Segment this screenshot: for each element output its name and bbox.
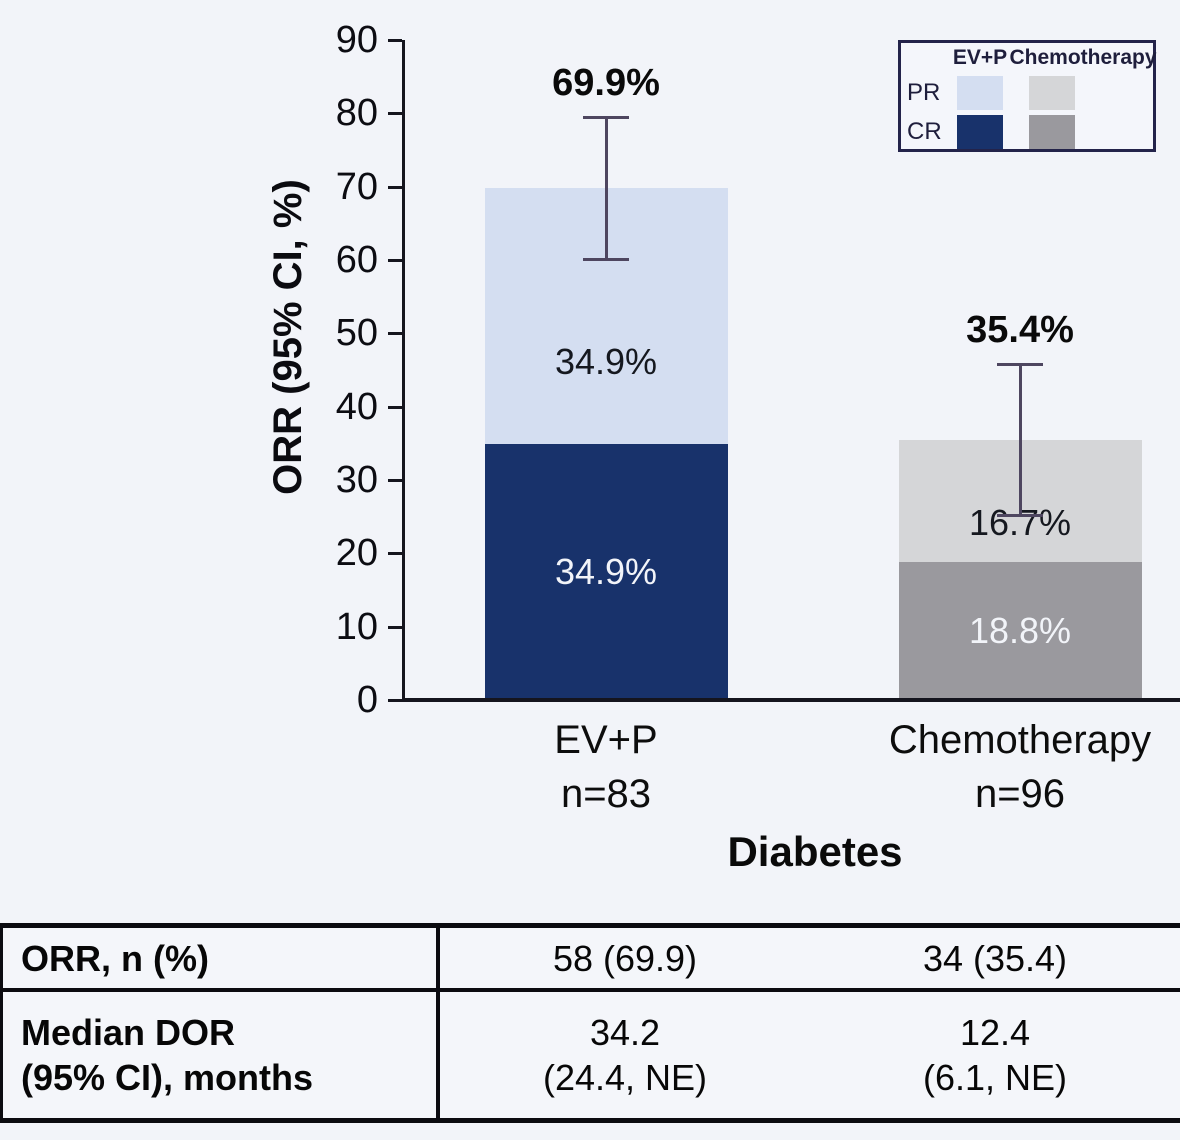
table-orr-value-chemotherapy: 34 (35.4) bbox=[922, 937, 1068, 979]
legend-row-label-pr: PR bbox=[907, 79, 941, 106]
y-tick-label: 60 bbox=[335, 239, 378, 281]
error-bar-cap-bottom bbox=[583, 257, 629, 261]
table-row-dor-label-line1: Median DOR bbox=[21, 1012, 236, 1053]
y-tick-label: 90 bbox=[335, 19, 378, 61]
error-bar-cap-top bbox=[583, 116, 629, 119]
table-row-orr: ORR, n (%) 58 (69.9) 34 (35.4) bbox=[3, 928, 1180, 992]
legend-swatch-pr-evp bbox=[957, 76, 1003, 110]
y-axis-title: ORR (95% CI, %) bbox=[266, 179, 310, 495]
error-bar-cap-top bbox=[997, 363, 1043, 367]
x-axis-title: Diabetes bbox=[727, 828, 903, 875]
category-sublabel: n=96 bbox=[974, 772, 1066, 816]
table-dor-value-evp-line2: (24.4, NE) bbox=[542, 1057, 708, 1098]
y-tick-mark bbox=[388, 479, 402, 482]
y-tick-label: 30 bbox=[335, 459, 378, 501]
y-tick-mark bbox=[388, 405, 402, 409]
table-row-median-dor: Median DOR (95% CI), months 34.2 (24.4, … bbox=[3, 992, 1180, 1118]
y-tick-label: 70 bbox=[335, 165, 378, 208]
y-tick-mark bbox=[388, 332, 402, 336]
legend-header-evp: EV+P bbox=[952, 46, 1008, 69]
y-tick-mark bbox=[388, 259, 402, 262]
table-orr-value-evp: 58 (69.9) bbox=[552, 937, 698, 979]
error-bar-line bbox=[605, 117, 608, 259]
bar-segment-cr-chemotherapy bbox=[898, 562, 1142, 700]
summary-table: ORR, n (%) 58 (69.9) 34 (35.4) Median DO… bbox=[0, 923, 1180, 1123]
bar-segment-cr-evp bbox=[484, 444, 728, 700]
y-tick-mark bbox=[388, 112, 402, 116]
y-tick-mark bbox=[388, 625, 402, 629]
y-tick-mark bbox=[388, 552, 402, 556]
category-label: EV+P bbox=[554, 718, 658, 762]
table-dor-value-evp-line1: 34.2 bbox=[589, 1012, 661, 1053]
error-bar-line bbox=[1019, 364, 1022, 516]
table-row-dor-label-line2: (95% CI), months bbox=[21, 1057, 314, 1098]
legend-row-label-cr: CR bbox=[907, 118, 942, 145]
orr-bar-chart: ORR (95% CI, %) 0 10 20 30 40 50 60 70 80 90 34.9%… bbox=[266, 19, 1180, 816]
legend-swatch-pr-chemotherapy bbox=[1029, 76, 1075, 110]
y-tick-mark bbox=[388, 185, 402, 189]
table-dor-value-chemotherapy-line2: (6.1, NE) bbox=[922, 1057, 1068, 1098]
segment-label-cr: 18.8% bbox=[968, 610, 1072, 652]
x-axis-baseline bbox=[402, 698, 1180, 702]
legend-header-chemotherapy: Chemotherapy bbox=[1009, 46, 1157, 69]
error-bar-cap-bottom bbox=[997, 514, 1043, 518]
segment-label-pr: 34.9% bbox=[554, 341, 658, 383]
y-tick-mark bbox=[388, 39, 402, 42]
category-sublabel: n=83 bbox=[560, 772, 652, 816]
total-label: 35.4% bbox=[966, 309, 1074, 352]
y-tick-label: 20 bbox=[335, 532, 378, 575]
y-tick-label: 40 bbox=[335, 385, 378, 428]
total-label: 69.9% bbox=[552, 62, 660, 104]
y-tick-label: 10 bbox=[335, 605, 378, 648]
y-axis-line bbox=[402, 40, 405, 700]
segment-label-cr: 34.9% bbox=[554, 551, 658, 593]
legend: EV+P Chemotherapy PR CR bbox=[898, 40, 1157, 152]
y-tick-label: 0 bbox=[356, 679, 378, 721]
table-dor-value-chemotherapy-line1: 12.4 bbox=[959, 1012, 1031, 1053]
table-row-orr-label: ORR, n (%) bbox=[21, 937, 209, 979]
y-tick-label: 80 bbox=[335, 92, 378, 135]
y-tick-mark bbox=[388, 699, 402, 702]
category-label: Chemotherapy bbox=[888, 718, 1152, 762]
y-tick-label: 50 bbox=[335, 312, 378, 355]
legend-swatch-cr-chemotherapy bbox=[1029, 115, 1075, 149]
legend-swatch-cr-evp bbox=[957, 115, 1003, 149]
